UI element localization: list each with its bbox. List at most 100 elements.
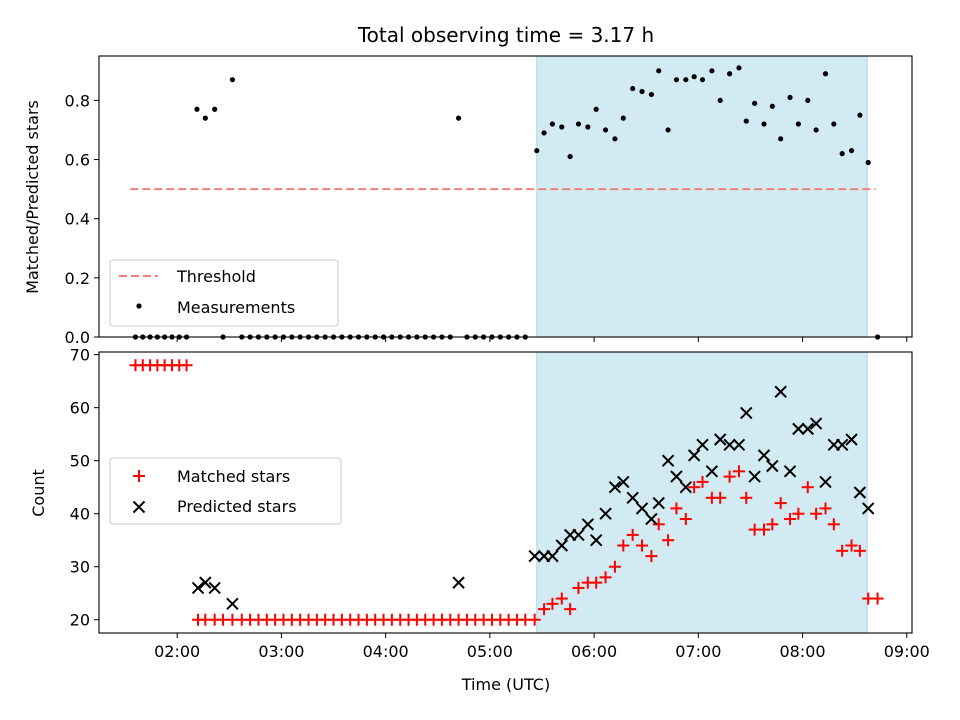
measurement-point xyxy=(559,124,565,130)
predicted-star-point xyxy=(617,475,630,489)
predicted-star-point xyxy=(581,518,595,531)
measurement-point xyxy=(229,77,236,83)
matched-star-point xyxy=(819,502,832,515)
x-tick-label: 07:00 xyxy=(675,642,721,661)
matched-star-point xyxy=(784,513,797,526)
bottom-series xyxy=(129,359,884,626)
bottom-legend: Matched stars Predicted stars xyxy=(109,457,342,525)
measurement-point xyxy=(778,136,784,142)
measurement-point xyxy=(717,97,723,103)
measurement-point xyxy=(709,68,715,74)
legend-matched-label: Matched stars xyxy=(177,467,290,486)
matched-star-point xyxy=(679,513,692,526)
x-tick-label: 05:00 xyxy=(467,642,513,661)
predicted-star-point xyxy=(589,534,603,547)
bottom-panel: 02:00 03:00 04:00 05:00 06:00 07:00 08:00 09:00… xyxy=(29,346,930,694)
y-tick-label: 40 xyxy=(70,505,90,524)
matched-star-point xyxy=(845,539,858,552)
top-y-ticks: 0.0 0.2 0.4 0.6 0.8 xyxy=(65,91,99,347)
top-axes-frame xyxy=(98,55,913,338)
predicted-star-point xyxy=(792,422,805,436)
measurement-point xyxy=(769,103,775,109)
predicted-star-point xyxy=(608,480,622,494)
matched-star-point xyxy=(766,518,779,531)
predicted-star-point xyxy=(862,502,875,515)
measurement-point xyxy=(639,88,645,95)
predicted-star-point xyxy=(191,581,205,595)
measurement-point xyxy=(813,127,819,133)
matched-star-point xyxy=(564,603,577,616)
measurement-point xyxy=(455,115,462,121)
matched-star-point xyxy=(546,597,559,610)
measurement-point xyxy=(761,121,767,127)
top-measurements xyxy=(132,65,881,340)
predicted-star-point xyxy=(652,496,665,510)
predicted-star-point xyxy=(714,433,727,446)
predicted-star-point xyxy=(452,576,465,589)
legend-measurements-label: Measurements xyxy=(177,298,295,317)
measurement-point xyxy=(736,65,742,71)
measurement-point xyxy=(602,127,609,133)
measurement-point xyxy=(612,136,618,142)
predicted-star-point xyxy=(528,549,541,563)
predicted-star-point xyxy=(835,438,849,451)
measurement-point xyxy=(865,159,871,166)
bottom-shaded-interval xyxy=(536,351,868,634)
matched-star-point xyxy=(732,465,745,478)
measurement-point xyxy=(648,91,655,98)
y-tick-label: 50 xyxy=(70,452,90,471)
measurement-point xyxy=(699,77,706,83)
y-tick-label: 0.4 xyxy=(65,210,90,229)
measurement-point xyxy=(575,121,582,127)
y-tick-label: 0.0 xyxy=(65,328,90,347)
matched-star-point xyxy=(528,613,541,626)
x-tick-label: 03:00 xyxy=(258,642,304,661)
predicted-star-point xyxy=(723,438,736,451)
predicted-star-point xyxy=(845,433,858,446)
y-tick-label: 0.8 xyxy=(65,91,90,110)
matched-star-point xyxy=(652,518,665,531)
matched-star-point xyxy=(538,603,551,616)
measurement-point xyxy=(673,77,680,83)
matched-star-point xyxy=(827,518,840,531)
matched-star-point xyxy=(774,497,787,510)
legend-predicted-label: Predicted stars xyxy=(177,497,297,516)
matched-star-point xyxy=(626,528,639,541)
predicted-star-point xyxy=(705,465,719,478)
predicted-star-point xyxy=(670,470,683,483)
y-tick-label: 60 xyxy=(70,399,90,418)
matched-star-point xyxy=(670,502,683,515)
top-ylabel: Matched/Predicted stars xyxy=(23,100,42,294)
predicted-star-point xyxy=(809,417,823,430)
measurement-point xyxy=(726,71,733,77)
measurement-point xyxy=(212,106,218,112)
x-tick-label: 06:00 xyxy=(571,642,617,661)
matched-star-point xyxy=(608,560,621,573)
legend-predicted-swatch xyxy=(132,500,146,514)
measurement-point xyxy=(534,148,540,154)
predicted-star-point xyxy=(774,385,787,398)
bottom-y-ticks: 20 30 40 50 60 70 xyxy=(70,346,99,630)
matched-star-point xyxy=(757,523,770,536)
measurement-point xyxy=(805,97,811,103)
predicted-star-point xyxy=(687,449,701,462)
measurement-point xyxy=(848,148,855,154)
legend-threshold-label: Threshold xyxy=(176,267,256,286)
matched-star-point xyxy=(180,359,193,372)
measurement-point xyxy=(831,121,837,127)
measurement-point xyxy=(549,121,556,127)
measurement-point xyxy=(665,127,671,133)
matched-star-point xyxy=(590,576,603,589)
predicted-star-point xyxy=(801,422,814,436)
predicted-star-point xyxy=(546,549,559,563)
predicted-star-point xyxy=(740,406,753,420)
predicted-star-point xyxy=(748,470,761,483)
matched-star-point xyxy=(645,550,658,563)
matched-star-point xyxy=(572,581,585,594)
predicted-star-point xyxy=(572,528,585,542)
measurement-point xyxy=(691,74,697,80)
matched-star-point xyxy=(810,507,823,520)
predicted-star-point xyxy=(555,539,568,552)
measurement-point xyxy=(787,94,793,101)
matched-star-point xyxy=(696,475,709,488)
